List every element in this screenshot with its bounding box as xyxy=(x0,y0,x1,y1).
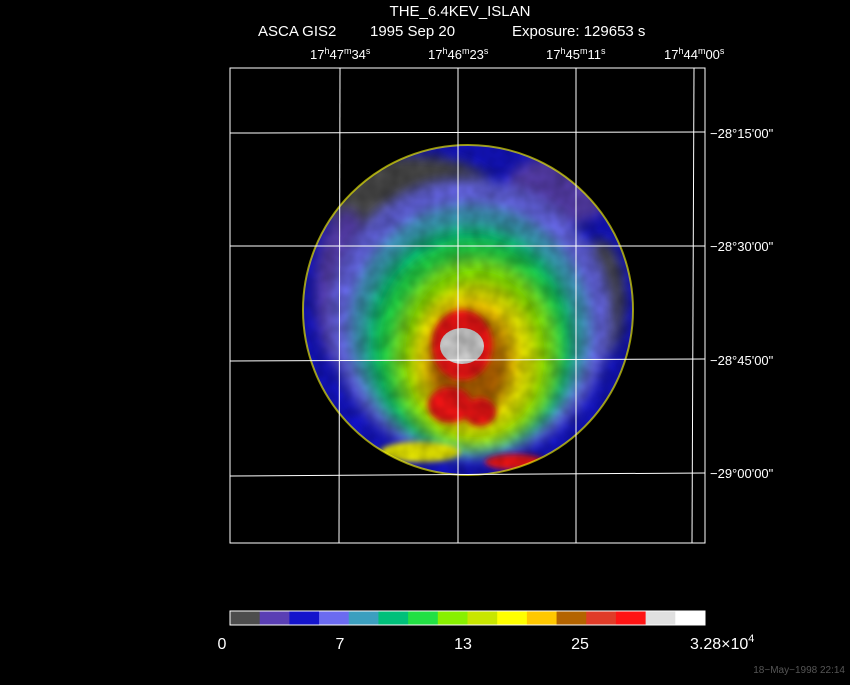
timestamp: 18−May−1998 22:14 xyxy=(753,665,845,676)
color-swatch xyxy=(319,611,350,625)
dec-label-1: −28°15'00" xyxy=(710,126,774,141)
color-swatch xyxy=(289,611,320,625)
colorbar-label-25: 25 xyxy=(571,636,589,653)
colorbar-label-7: 7 xyxy=(336,636,345,653)
color-swatch xyxy=(645,611,676,625)
color-swatch xyxy=(408,611,439,625)
color-bar-frame xyxy=(229,610,706,626)
color-swatch xyxy=(348,611,379,625)
ra-label: 17h46m23s xyxy=(428,46,489,62)
image-frame xyxy=(229,67,706,544)
colorbar-max-exponent: 4 xyxy=(748,633,754,645)
ra-axis-labels: 17h47m34s 17h46m23s 17h45m11s 17h44m00s xyxy=(310,46,725,62)
colorbar-label-max: 3.28×104 xyxy=(690,633,754,653)
color-swatch xyxy=(526,611,558,625)
ra-label: 17h44m00s xyxy=(664,46,725,62)
color-swatch xyxy=(467,611,498,625)
exposure-label: Exposure: 129653 s xyxy=(512,23,645,40)
colorbar-label-0: 0 xyxy=(218,636,227,653)
colorbar-max-mantissa: 3.28×10 xyxy=(690,636,748,653)
color-swatch xyxy=(675,611,706,625)
color-swatch xyxy=(230,611,261,625)
dec-label-2: −28°30'00" xyxy=(710,239,774,254)
dec-label-3: −28°45'00" xyxy=(710,353,774,368)
dec-label-4: −29°00'00" xyxy=(710,466,774,481)
color-swatch xyxy=(378,611,409,625)
ra-label: 17h47m34s xyxy=(310,46,371,62)
detector-rim xyxy=(302,144,634,476)
detector-disk xyxy=(303,145,633,475)
colorbar-label-13: 13 xyxy=(454,636,472,653)
coordinate-grid xyxy=(229,67,706,544)
color-swatch xyxy=(615,611,647,625)
instrument-label: ASCA GIS2 xyxy=(258,23,336,40)
color-scale-bar xyxy=(230,611,706,625)
color-swatch xyxy=(259,611,290,625)
observation-date: 1995 Sep 20 xyxy=(370,23,455,40)
color-swatch xyxy=(556,611,587,625)
ra-label: 17h45m11s xyxy=(546,46,606,62)
image-title: THE_6.4KEV_ISLAN xyxy=(390,3,531,20)
color-swatch xyxy=(586,611,617,625)
color-swatch xyxy=(497,611,528,625)
color-swatch xyxy=(437,611,468,625)
